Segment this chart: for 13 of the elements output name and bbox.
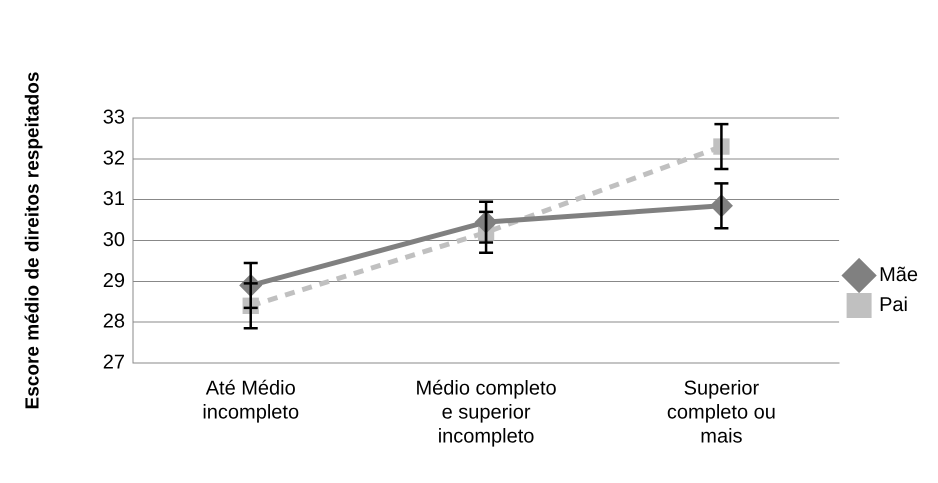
y-tick-label: 32 (102, 147, 126, 170)
y-tick-label: 27 (102, 352, 126, 374)
legend-label: Mãe (879, 264, 918, 286)
y-axis-title: Escore médio de direitos respeitados (22, 72, 44, 410)
y-tick-label: 28 (102, 310, 126, 333)
legend-label: Pai (879, 294, 908, 316)
y-tick-label: 33 (102, 106, 126, 129)
x-tick-label: Médio completo e superior incompleto (415, 378, 557, 448)
x-tick-label: Até Médio incompleto (202, 378, 300, 424)
y-tick-label: 31 (102, 188, 126, 210)
y-tick-label: 29 (102, 270, 126, 292)
x-tick-label: Superior completo ou mais (666, 378, 776, 448)
y-tick-label: 30 (102, 229, 126, 252)
